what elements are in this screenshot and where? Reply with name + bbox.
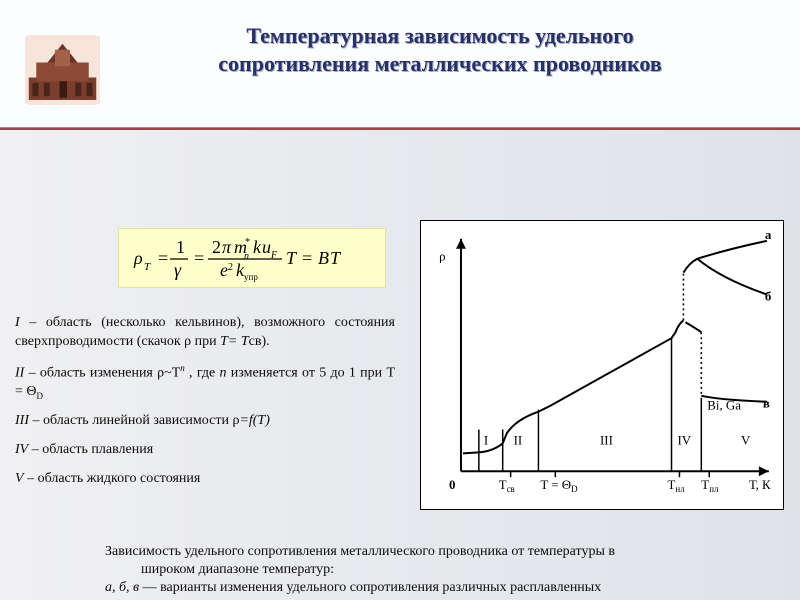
region-3: III [600,432,613,447]
def-2-a: – область изменения ρ~T [24,365,180,380]
def-1-tail-i: Т= Т [220,334,249,349]
def-4-roman: IV [15,442,28,457]
svg-text:u: u [262,237,271,257]
def-2-b: , где [185,365,220,380]
svg-text:2: 2 [228,262,233,273]
def-3-f: =f(T) [239,413,269,428]
label-a: а [765,227,772,242]
svg-text:T: T [144,261,151,273]
curve-b [697,259,767,295]
xtick-tnl: Тнл [668,477,686,494]
caption-l3-rest: — варианты изменения удельного сопротивл… [139,580,601,595]
region-1: I [484,432,488,447]
slide: Температурная зависимость удельного сопр… [0,0,800,600]
caption: Зависимость удельного сопротивления мета… [105,543,780,598]
label-v: в [763,396,770,411]
svg-text:2: 2 [212,237,221,257]
svg-text:=: = [158,248,168,268]
svg-text:T: T [330,248,342,268]
def-3: III – область линейной зависимости ρ=f(T… [15,412,395,431]
building-icon [25,35,100,105]
region-2: II [514,432,523,447]
formula: ρ T = 1 γ = 2πm * n ku F e2 k упр T = BT [132,234,372,282]
def-3-a: – область линейной зависимости ρ [29,413,239,428]
def-2-sub: D [37,391,44,401]
def-1: I – область (несколько кельвинов), возмо… [15,314,395,352]
xtick-tcv: Тсв [499,477,515,494]
svg-text:1: 1 [176,237,185,257]
def-3-roman: III [15,413,29,428]
def-1-tail-plain: св). [249,334,270,349]
y-axis-label: ρ [439,249,445,264]
svg-text:e: e [220,260,228,280]
def-5-rest: – область жидкого состояния [24,471,201,486]
curve-main [463,320,683,453]
def-1-text: – область (несколько кельвинов), возможн… [15,315,395,349]
svg-text:=: = [194,248,204,268]
x-axis-label: Т, К [749,477,771,492]
svg-text:π: π [222,237,232,257]
xtick-theta: T = ΘD [540,477,578,494]
caption-l1: Зависимость удельного сопротивления мета… [105,544,615,559]
region-5: V [741,432,751,447]
svg-text:n: n [244,251,249,262]
def-4: IV – область плавления [15,441,395,460]
formula-box: ρ T = 1 γ = 2πm * n ku F e2 k упр T = BT [118,228,386,288]
region-4: IV [677,432,691,447]
svg-text:=: = [302,248,312,268]
def-4-rest: – область плавления [28,442,153,457]
resistivity-chart: ρ 0 Т, К Тсв T = ΘD Тнл Тпл I II III IV [421,221,783,509]
svg-text:B: B [318,248,329,268]
stub-v [685,322,701,332]
svg-text:*: * [245,237,250,248]
svg-text:ρ: ρ [133,248,143,268]
svg-text:γ: γ [174,260,182,280]
svg-text:k: k [253,237,262,257]
curve-a [683,241,766,273]
xtick-tpl: Тпл [701,477,719,494]
biga-label: Bi, Ga [707,398,741,413]
definitions: I – область (несколько кельвинов), возмо… [15,314,395,499]
caption-l2: широком диапазоне температур: [105,561,780,579]
def-2: II – область изменения ρ~Tn , где n изме… [15,362,395,402]
svg-text:упр: упр [244,272,258,282]
page-title: Температурная зависимость удельного сопр… [200,22,680,77]
axis-zero: 0 [449,477,455,492]
svg-text:T: T [286,248,298,268]
chart-frame: ρ 0 Т, К Тсв T = ΘD Тнл Тпл I II III IV [420,220,784,510]
label-b: б [765,288,771,303]
def-5: V – область жидкого состояния [15,470,395,489]
def-2-roman: II [15,365,24,380]
logo [25,35,100,105]
def-5-roman: V [15,471,24,486]
caption-l3-pre: а, б, в [105,580,139,595]
